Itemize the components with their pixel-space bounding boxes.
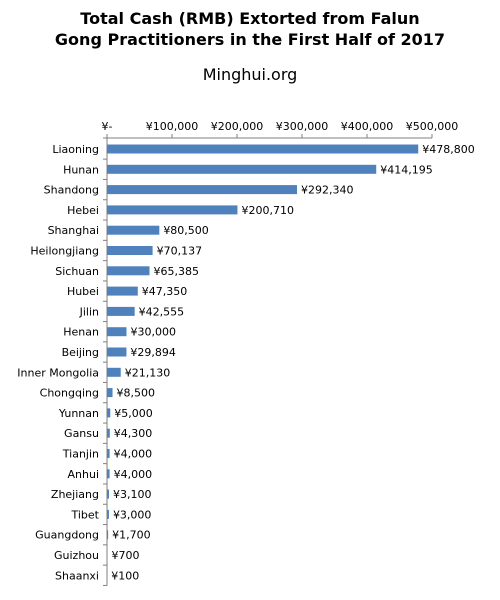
category-label: Shandong	[44, 184, 99, 197]
x-tick-label: ¥-	[102, 120, 113, 133]
data-label: ¥65,385	[154, 265, 200, 278]
bar	[107, 530, 109, 540]
data-label: ¥200,710	[241, 204, 293, 217]
category-label: Gansu	[64, 427, 99, 440]
bar	[107, 286, 138, 296]
bar	[107, 306, 135, 316]
category-label: Liaoning	[52, 143, 99, 156]
category-label: Shanghai	[48, 224, 99, 237]
bar	[107, 144, 419, 154]
bar	[107, 509, 109, 519]
bar	[107, 469, 110, 479]
data-label: ¥42,555	[139, 305, 185, 318]
x-tick-label: ¥200,000	[211, 120, 264, 133]
category-label: Guangdong	[35, 529, 99, 542]
bar	[107, 225, 160, 235]
x-tick-label: ¥500,000	[406, 120, 459, 133]
x-tick-label: ¥300,000	[276, 120, 329, 133]
chart-title-line-2: Gong Practitioners in the First Half of …	[54, 30, 446, 49]
data-label: ¥4,000	[114, 468, 153, 481]
data-label: ¥1,700	[112, 529, 151, 542]
chart-title-line-1: Total Cash (RMB) Extorted from Falun	[80, 9, 420, 28]
bar	[107, 266, 150, 276]
bar	[107, 449, 110, 458]
data-label: ¥3,100	[113, 488, 152, 501]
bar	[107, 205, 238, 215]
data-label: ¥478,800	[422, 143, 475, 156]
data-label: ¥700	[111, 549, 139, 562]
bar	[107, 246, 153, 255]
data-label: ¥292,340	[301, 184, 354, 197]
data-label: ¥47,350	[142, 285, 188, 298]
category-label: Shaanxi	[55, 569, 99, 582]
bar	[107, 367, 121, 377]
category-label: Tianjin	[62, 448, 99, 461]
category-label: Hubei	[67, 285, 99, 298]
category-label: Hebei	[67, 204, 99, 217]
data-label: ¥29,894	[130, 346, 176, 359]
data-label: ¥30,000	[131, 326, 177, 339]
chart-subtitle: Minghui.org	[202, 65, 298, 84]
category-label: Tibet	[71, 508, 100, 521]
category-label: Sichuan	[55, 265, 99, 278]
category-label: Henan	[63, 326, 99, 339]
data-label: ¥100	[111, 569, 139, 582]
data-label: ¥3,000	[113, 508, 152, 521]
data-label: ¥5,000	[114, 407, 153, 420]
data-label: ¥4,300	[114, 427, 153, 440]
category-label: Heilongjiang	[30, 245, 99, 258]
data-label: ¥8,500	[117, 387, 155, 400]
bar	[107, 327, 127, 337]
category-label: Zhejiang	[51, 488, 99, 501]
category-label: Beijing	[62, 346, 99, 359]
category-label: Inner Mongolia	[17, 366, 99, 379]
bar	[107, 185, 298, 195]
category-label: Anhui	[68, 468, 100, 481]
data-label: ¥4,000	[114, 448, 153, 461]
bar	[107, 347, 127, 357]
bar	[107, 408, 111, 418]
x-tick-label: ¥400,000	[341, 120, 394, 133]
data-label: ¥21,130	[125, 366, 171, 379]
bar	[107, 164, 377, 174]
bar	[107, 388, 113, 398]
category-label: Chongqing	[40, 387, 99, 400]
category-label: Hunan	[63, 163, 99, 176]
bar	[107, 489, 110, 499]
data-label: ¥414,195	[380, 163, 433, 176]
category-label: Jilin	[79, 305, 99, 318]
data-label: ¥70,137	[157, 245, 203, 258]
data-label: ¥80,500	[163, 224, 209, 237]
category-label: Guizhou	[54, 549, 99, 562]
bar	[107, 428, 110, 438]
category-label: Yunnan	[58, 407, 99, 420]
x-tick-label: ¥100,000	[146, 120, 199, 133]
